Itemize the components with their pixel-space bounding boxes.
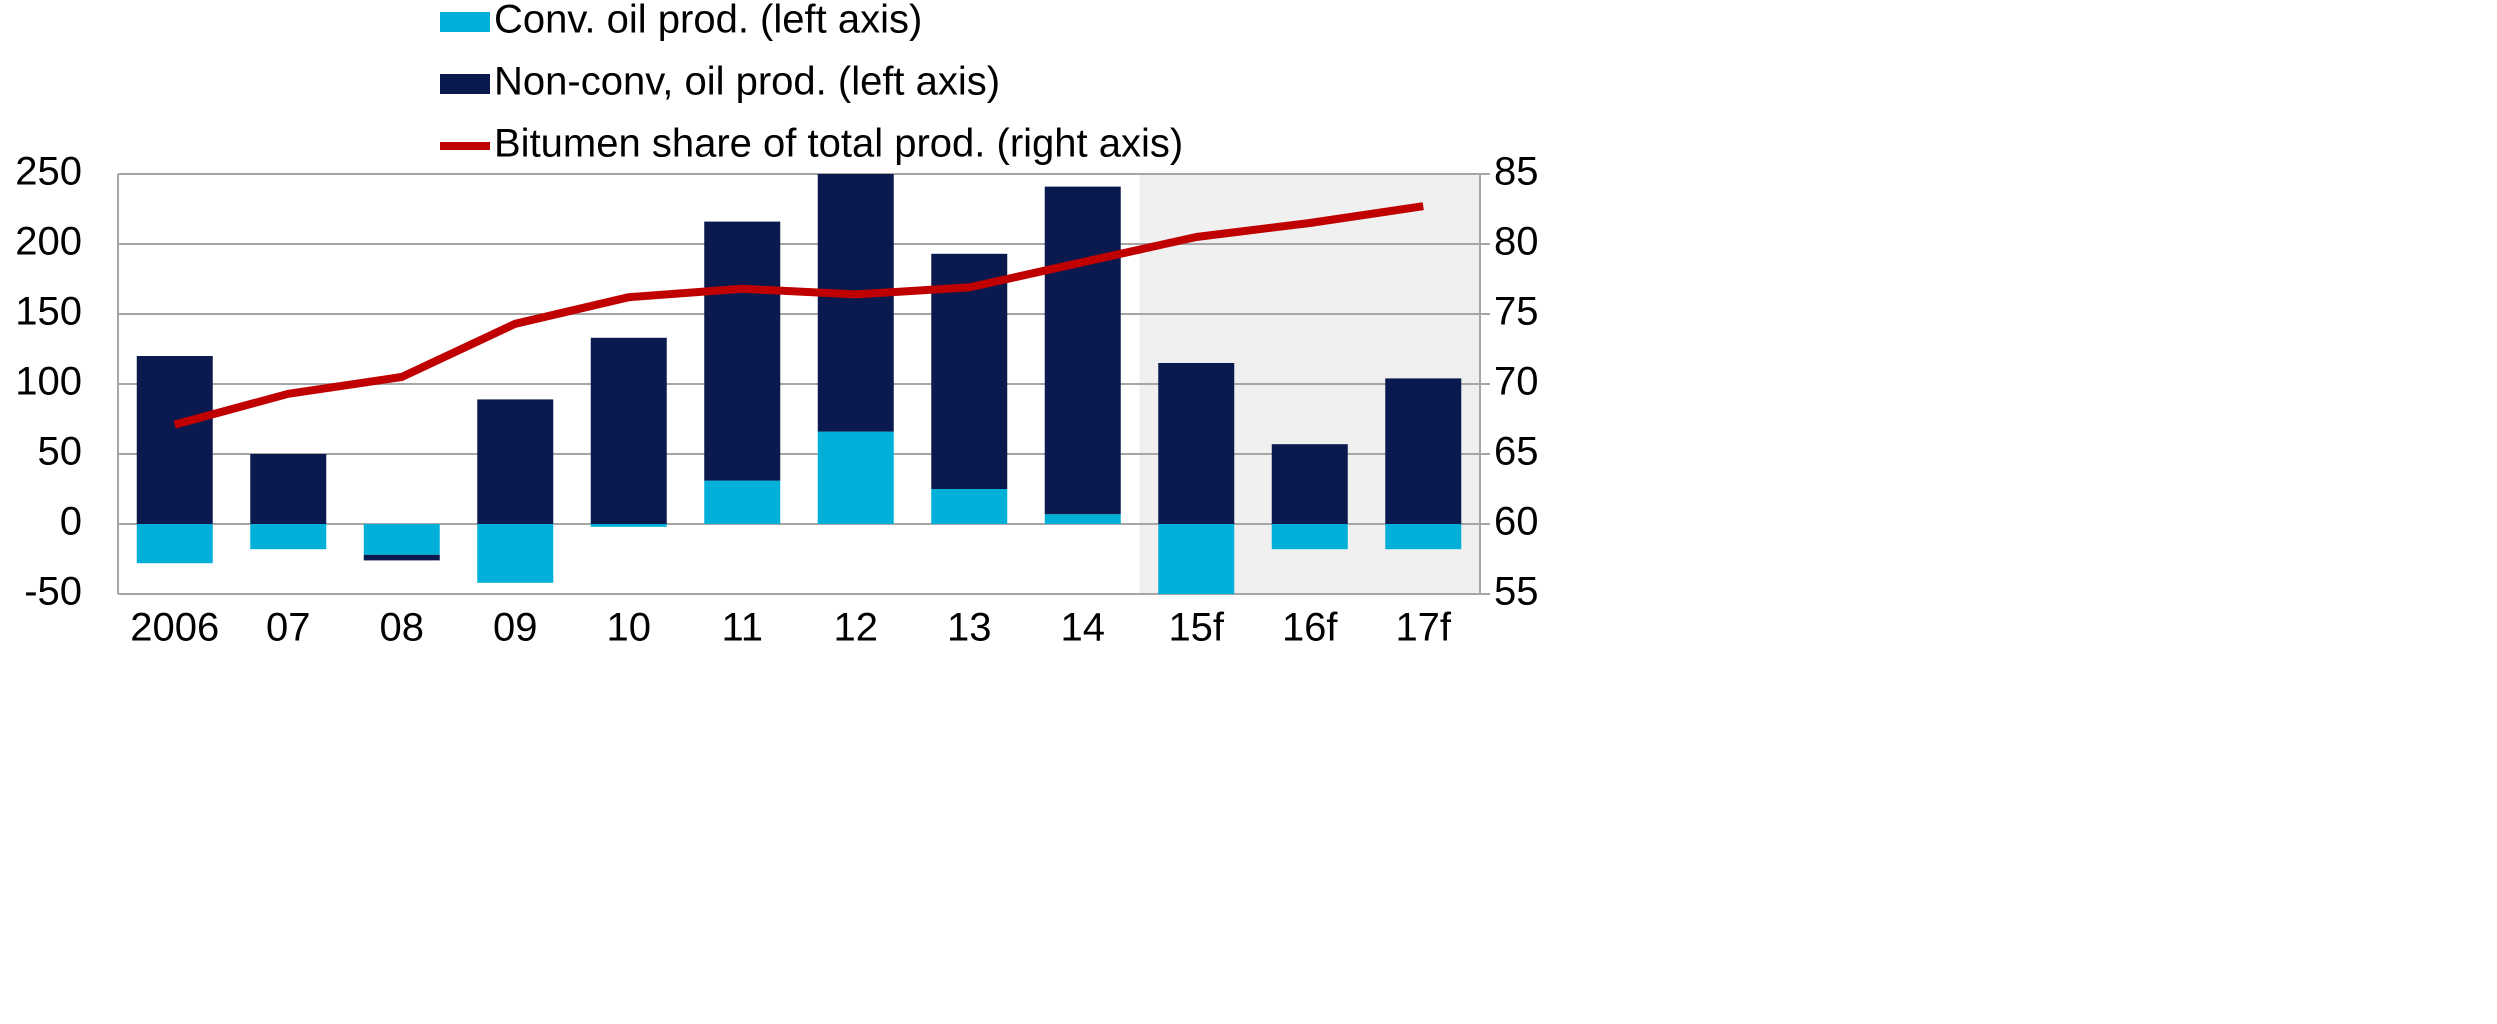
bar: [1158, 363, 1235, 524]
bar: [1385, 378, 1462, 524]
x-tick-label: 09: [493, 606, 538, 650]
bar: [590, 337, 667, 524]
bar: [1044, 514, 1121, 524]
bar: [1158, 524, 1235, 594]
y2-tick-label: 55: [1494, 570, 1539, 614]
bar: [250, 524, 327, 550]
legend-label: Bitumen share of total prod. (right axis…: [494, 122, 1183, 166]
bar: [1044, 186, 1121, 515]
bar: [136, 356, 213, 524]
y2-tick-label: 75: [1494, 290, 1539, 334]
bar: [704, 480, 781, 524]
x-tick-label: 14: [1061, 606, 1106, 650]
y2-tick-label: 60: [1494, 500, 1539, 544]
legend-label: Non-conv, oil prod. (left axis): [494, 60, 1000, 104]
legend-label: Conv. oil prod. (left axis): [494, 0, 922, 42]
y2-tick-label: 65: [1494, 430, 1539, 474]
line: [173, 202, 1424, 429]
bar: [477, 399, 554, 524]
x-tick-label: 08: [380, 606, 425, 650]
y2-tick-label: 80: [1494, 220, 1539, 264]
legend-swatch: [440, 74, 490, 94]
bar: [931, 253, 1008, 489]
x-tick-label: 10: [607, 606, 652, 650]
x-tick-label: 16f: [1282, 606, 1338, 650]
bar: [136, 524, 213, 564]
x-tick-label: 13: [947, 606, 992, 650]
bar: [817, 431, 894, 524]
x-tick-label: 17f: [1395, 606, 1451, 650]
bars: [136, 174, 1462, 594]
y-tick-label: 200: [15, 220, 82, 264]
bar: [1271, 524, 1348, 550]
y-tick-label: -50: [24, 570, 82, 614]
y2-tick-label: 70: [1494, 360, 1539, 404]
x-tick-label: 12: [834, 606, 879, 650]
y-tick-label: 50: [38, 430, 83, 474]
bar: [1385, 524, 1462, 550]
bar: [931, 489, 1008, 524]
bar: [1271, 444, 1348, 524]
x-tick-label: 2006: [130, 606, 219, 650]
x-tick-label: 15f: [1168, 606, 1224, 650]
y-tick-label: 100: [15, 360, 82, 404]
y-tick-label: 250: [15, 150, 82, 194]
y-tick-label: 0: [60, 500, 82, 544]
bar: [477, 524, 554, 583]
bar: [363, 554, 440, 561]
y-tick-label: 150: [15, 290, 82, 334]
x-tick-label: 07: [266, 606, 311, 650]
bar: [250, 454, 327, 524]
legend-swatch: [440, 12, 490, 32]
bar: [363, 524, 440, 555]
x-tick-label: 11: [721, 606, 763, 650]
y2-tick-label: 85: [1494, 150, 1539, 194]
bar: [590, 524, 667, 527]
bar: [817, 174, 894, 432]
bar: [704, 221, 781, 481]
